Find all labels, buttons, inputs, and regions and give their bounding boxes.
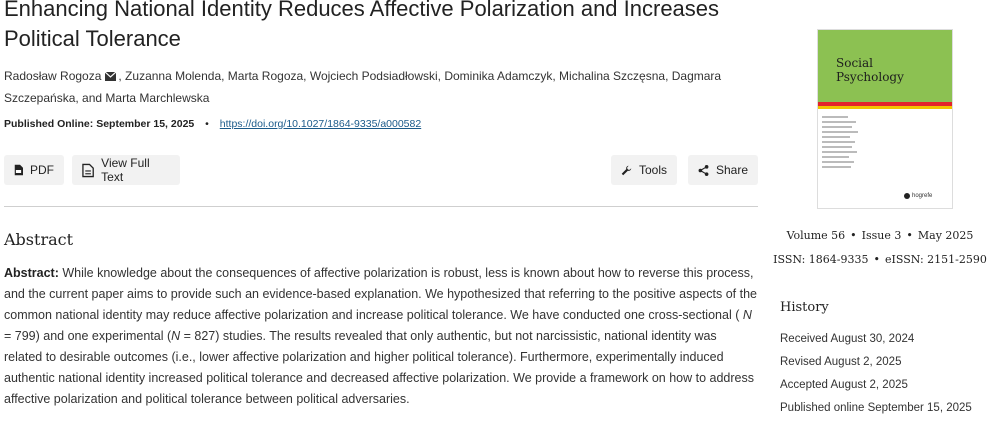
publisher-name: hogrefe (912, 193, 933, 199)
document-icon (82, 163, 94, 177)
wrench-icon (621, 165, 632, 175)
publication-info: Published Online: September 15, 2025 • h… (4, 118, 421, 130)
cover-contents (822, 116, 862, 171)
history-item: Published online September 15, 2025 (780, 402, 972, 414)
history-item: Revised August 2, 2025 (780, 356, 902, 368)
share-label: Share (715, 163, 748, 177)
issue-date: May 2025 (917, 229, 974, 242)
cover-title: Social Psychology (836, 56, 904, 84)
published-date: September 15, 2025 (96, 118, 195, 130)
author-list: Radosław Rogoza, Zuzanna Molenda, Marta … (4, 66, 764, 109)
tools-button[interactable]: Tools (611, 155, 677, 185)
volume-link[interactable]: Volume 56 (786, 229, 846, 242)
history-item: Accepted August 2, 2025 (780, 379, 908, 391)
doi-link[interactable]: https://doi.org/10.1027/1864-9335/a00058… (219, 118, 422, 130)
cover-title-line2: Psychology (836, 70, 904, 84)
cover-red-band (818, 102, 952, 106)
article-title: Enhancing National Identity Reduces Affe… (4, 0, 720, 51)
volume-info: Volume 56 • Issue 3 • May 2025 (786, 229, 974, 242)
separator-dot: • (205, 118, 209, 130)
issue-link[interactable]: Issue 3 (861, 229, 902, 242)
journal-cover[interactable]: Social Psychology hogrefe (818, 30, 952, 208)
abstract-label: Abstract: (4, 266, 59, 280)
abstract-part3: = 827) studies. The results revealed tha… (4, 329, 754, 406)
view-full-text-label: View Full Text (101, 156, 150, 184)
coauthor-links[interactable]: , Zuzanna Molenda, Marta Rogoza, Wojciec… (4, 69, 722, 105)
abstract-part2: = 799) and one experimental ( (4, 329, 172, 343)
sample-size-var-2: N (171, 329, 181, 343)
sample-size-var-1: N (742, 308, 752, 322)
share-button[interactable]: Share (688, 155, 758, 185)
history-item: Received August 30, 2024 (780, 333, 915, 345)
eissn: eISSN: 2151-2590 (885, 253, 987, 266)
publisher-logo: hogrefe (904, 193, 932, 199)
mail-icon[interactable] (104, 67, 117, 88)
divider (4, 206, 758, 207)
pdf-icon (14, 164, 23, 176)
tools-label: Tools (638, 163, 667, 177)
issn: ISSN: 1864-9335 (773, 253, 869, 266)
history-heading: History (780, 300, 829, 315)
view-full-text-button[interactable]: View Full Text (72, 155, 180, 185)
published-label: Published Online: (4, 118, 94, 130)
pdf-button[interactable]: PDF (4, 155, 64, 185)
author-link[interactable]: Radosław Rogoza (4, 69, 102, 83)
abstract-heading: Abstract (4, 230, 74, 249)
share-icon (698, 164, 709, 176)
cover-yellow-band (818, 106, 952, 109)
pdf-button-label: PDF (30, 163, 54, 177)
abstract-text: Abstract: While knowledge about the cons… (4, 263, 758, 410)
abstract-part1: While knowledge about the consequences o… (4, 266, 758, 322)
cover-header (818, 30, 952, 102)
issn-info: ISSN: 1864-9335 • eISSN: 2151-2590 (773, 253, 987, 266)
cover-title-line1: Social (836, 56, 873, 70)
history-list: Received August 30, 2024 Revised August … (780, 333, 972, 425)
